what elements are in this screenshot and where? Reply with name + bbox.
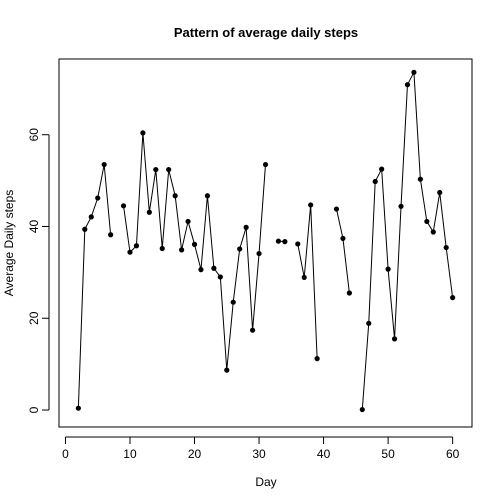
x-tick-label: 20 xyxy=(188,447,202,461)
data-point xyxy=(379,166,385,172)
x-tick-label: 60 xyxy=(446,447,460,461)
data-point xyxy=(191,241,198,247)
y-tick-label: 20 xyxy=(27,311,41,325)
plot-frame xyxy=(58,58,473,428)
data-point xyxy=(391,336,398,342)
data-point xyxy=(262,161,269,168)
data-point xyxy=(385,266,391,272)
data-point xyxy=(430,229,436,235)
data-point xyxy=(198,267,204,273)
x-tick-label: 30 xyxy=(252,447,266,461)
data-point xyxy=(120,203,127,209)
data-point xyxy=(146,209,152,215)
data-point xyxy=(101,161,107,168)
y-tick-label: 60 xyxy=(27,128,41,142)
x-tick-label: 0 xyxy=(62,447,69,461)
data-point xyxy=(308,202,314,208)
x-axis: 0 10 20 30 40 50 60 xyxy=(62,436,460,461)
x-axis-title: Day xyxy=(255,475,276,489)
data-point xyxy=(411,69,417,75)
data-point xyxy=(95,195,101,201)
data-point xyxy=(359,406,365,413)
data-point xyxy=(443,244,449,251)
data-point xyxy=(179,247,185,253)
data-point xyxy=(346,290,352,296)
y-tick-label: 40 xyxy=(27,219,41,233)
series-layer xyxy=(75,69,456,413)
data-point xyxy=(75,405,81,411)
data-point xyxy=(224,367,230,373)
data-point xyxy=(417,176,423,182)
data-point xyxy=(398,203,404,209)
data-point xyxy=(211,265,217,271)
y-axis-title: Average Daily steps xyxy=(2,190,16,297)
data-point xyxy=(140,130,146,136)
data-point xyxy=(404,82,411,88)
data-point xyxy=(256,250,262,257)
data-point xyxy=(88,214,94,220)
data-point xyxy=(185,218,191,225)
data-point xyxy=(372,178,378,185)
data-point xyxy=(301,274,307,281)
data-point xyxy=(282,239,288,245)
series-line xyxy=(77,164,112,409)
data-point xyxy=(108,232,114,238)
data-point xyxy=(366,320,372,326)
data-point xyxy=(333,206,340,212)
chart-title: Pattern of average daily steps xyxy=(174,25,358,40)
data-point xyxy=(243,224,249,230)
data-point xyxy=(450,295,456,301)
data-point xyxy=(340,235,346,242)
data-point xyxy=(295,241,301,247)
data-point xyxy=(82,226,88,232)
data-point xyxy=(204,193,211,199)
data-point xyxy=(153,166,159,173)
y-axis: 0 20 40 60 xyxy=(27,128,50,413)
data-point xyxy=(424,218,430,225)
data-point xyxy=(133,243,140,249)
data-point xyxy=(159,245,165,252)
data-point xyxy=(230,299,236,305)
data-point xyxy=(275,238,282,244)
x-tick-label: 40 xyxy=(317,447,331,461)
series-line xyxy=(297,204,318,359)
data-point xyxy=(217,274,223,280)
data-point xyxy=(237,246,243,252)
y-tick-label: 0 xyxy=(27,406,41,413)
x-tick-label: 50 xyxy=(381,447,395,461)
data-point xyxy=(172,193,178,199)
data-point xyxy=(314,356,320,362)
x-tick-label: 10 xyxy=(123,447,137,461)
data-point xyxy=(437,189,443,196)
data-point xyxy=(166,166,172,173)
data-point xyxy=(249,327,256,333)
data-point xyxy=(127,249,133,255)
